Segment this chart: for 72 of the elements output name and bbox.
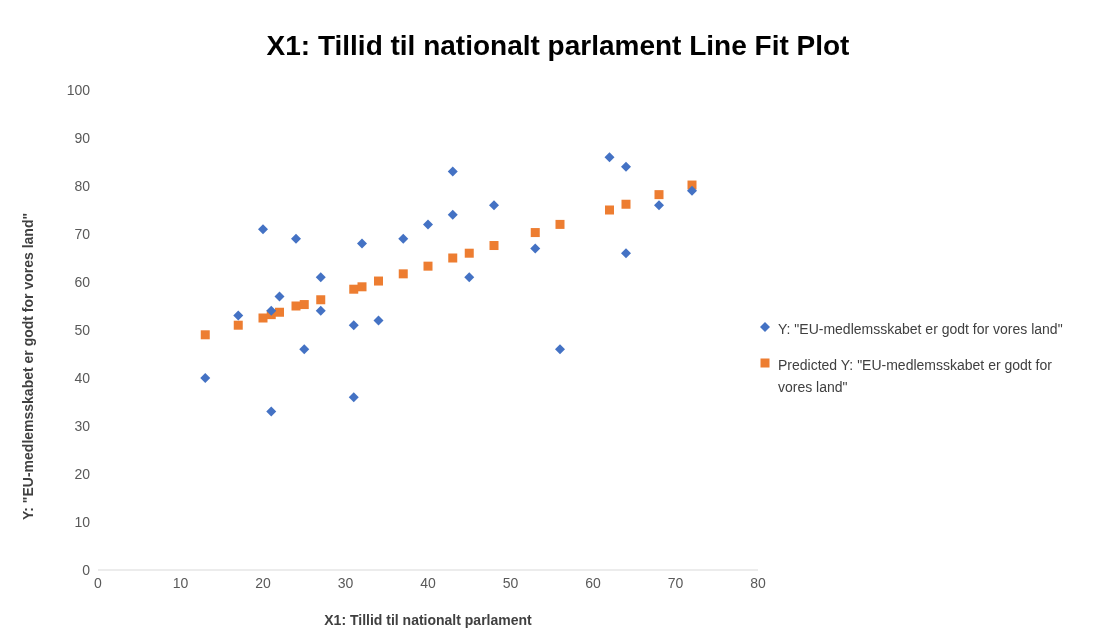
point: [374, 276, 383, 286]
point: [621, 199, 631, 209]
point: [275, 307, 284, 317]
point: [233, 320, 243, 330]
point: [555, 344, 565, 355]
y-tick-label: 50: [74, 321, 91, 338]
point: [398, 233, 409, 244]
point: [316, 295, 326, 305]
legend-label: Y: "EU-medlemsskabet er godt for vores land": [778, 320, 1063, 339]
point: [398, 269, 408, 279]
y-tick-label: 60: [74, 273, 91, 290]
point: [448, 253, 458, 263]
x-tick-label: 80: [750, 574, 766, 591]
y-tick-label: 20: [74, 465, 91, 482]
point: [621, 161, 631, 172]
x-tick-label: 60: [585, 574, 601, 591]
x-tick-label: 50: [502, 574, 519, 591]
point: [291, 301, 301, 311]
point: [489, 200, 499, 211]
point: [464, 248, 474, 258]
point: [233, 310, 244, 321]
x-tick-label: 0: [94, 574, 103, 591]
point: [464, 272, 475, 283]
point: [291, 233, 301, 244]
point: [299, 344, 310, 355]
x-tick-label: 10: [172, 574, 189, 591]
x-axis-title: X1: Tillid til nationalt parlament: [324, 612, 533, 628]
legend-label: Predicted Y: "EU-medlemsskabet er godt for vores land": [778, 356, 1053, 397]
chart-title: X1: Tillid til nationalt parlament Line Fit Plot: [265, 29, 851, 63]
x-tick-label: 30: [337, 574, 354, 591]
y-tick-label: 70: [74, 225, 91, 242]
y-tick-label: 100: [66, 81, 91, 98]
point: [299, 300, 309, 310]
point: [555, 219, 565, 229]
point: [357, 238, 367, 249]
point: [530, 243, 541, 254]
y-tick-label: 10: [74, 513, 91, 530]
y-tick-label: 0: [82, 561, 91, 578]
point: [605, 205, 614, 215]
point: [258, 313, 268, 323]
point: [530, 228, 540, 238]
point: [200, 330, 210, 340]
point: [315, 305, 326, 316]
y-tick-label: 30: [74, 417, 91, 434]
point: [447, 209, 458, 220]
y-axis-title: Y: "EU-medlemsskabet er godt for vores land": [19, 212, 36, 520]
point: [604, 152, 615, 163]
point: [423, 219, 433, 230]
point: [489, 241, 499, 251]
point: [423, 261, 433, 271]
x-tick-label: 20: [255, 574, 271, 591]
point: [348, 392, 359, 403]
point: [687, 185, 697, 196]
point: [357, 282, 367, 292]
point: [266, 406, 277, 417]
y-tick-label: 80: [74, 177, 91, 194]
y-tick-label: 90: [74, 129, 91, 146]
point: [447, 166, 458, 177]
point: [274, 291, 285, 302]
point: [654, 200, 664, 211]
point: [349, 284, 359, 294]
point: [654, 190, 664, 200]
point: [621, 248, 631, 259]
point: [200, 373, 211, 383]
point: [315, 272, 326, 283]
point: [348, 320, 359, 331]
y-tick-label: 40: [74, 369, 91, 386]
point: [258, 224, 268, 235]
point: [266, 305, 277, 316]
point: [373, 315, 384, 326]
x-tick-label: 70: [667, 574, 684, 591]
x-tick-label: 40: [420, 574, 436, 591]
